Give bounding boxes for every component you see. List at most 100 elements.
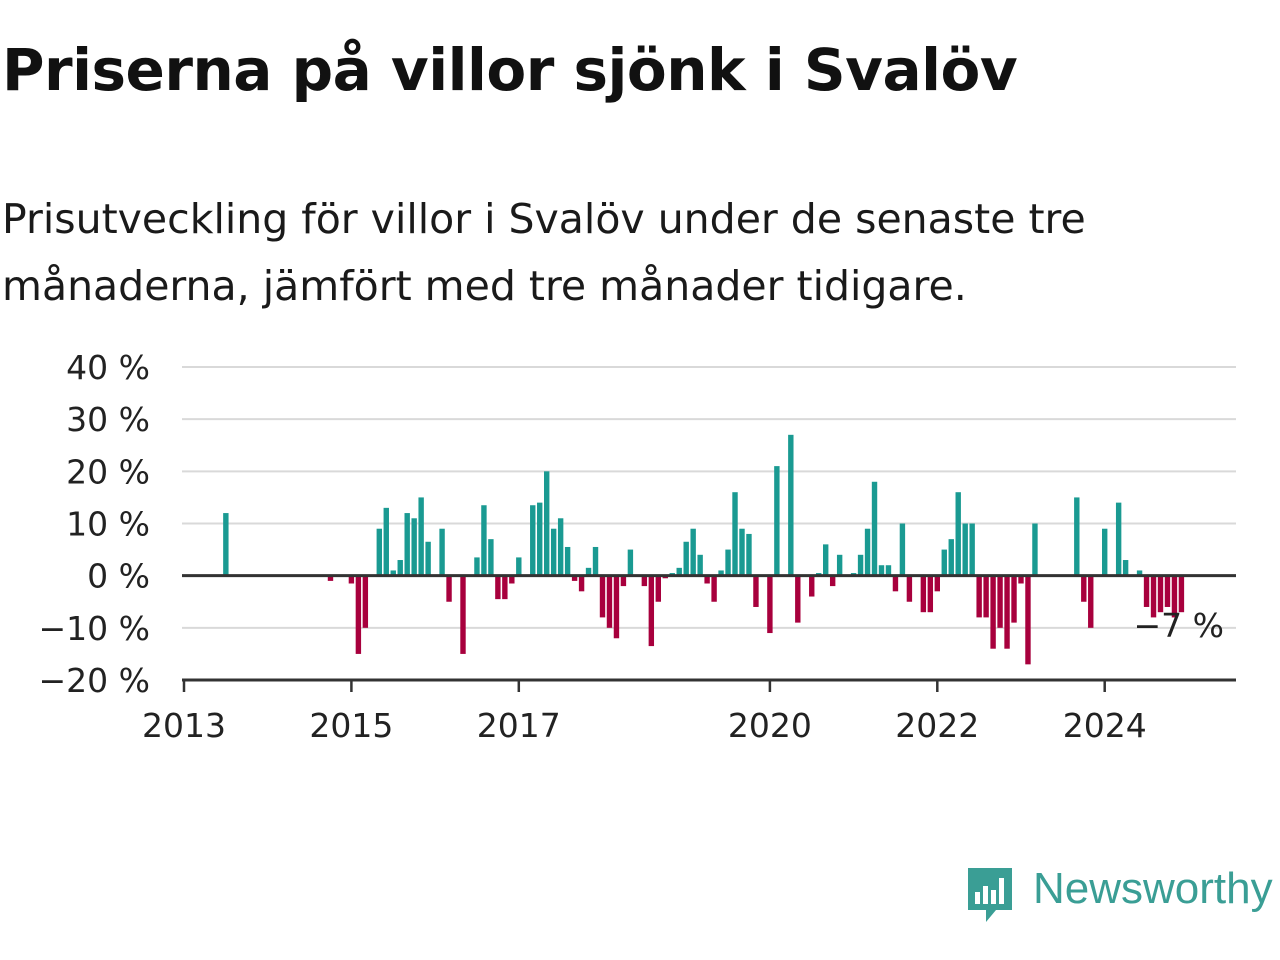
bar: [1032, 523, 1038, 576]
bar: [878, 565, 885, 576]
bar: [906, 575, 913, 602]
bar: [397, 560, 403, 576]
bar: [355, 575, 362, 654]
bar: [920, 575, 927, 613]
bar: [488, 539, 494, 576]
bar: [690, 528, 696, 576]
y-axis-ticks: 40 % 30 % 20 % 10 % 0 % −10 % −20 %: [39, 348, 151, 700]
bar: [495, 575, 501, 600]
x-tick-label: 2020: [728, 706, 812, 745]
bar: [718, 570, 724, 576]
bar: [809, 575, 815, 597]
bar: [746, 533, 752, 576]
bar: [620, 575, 627, 587]
bar: [585, 567, 592, 576]
bar: [857, 554, 864, 576]
x-axis-ticks: 2013 2015 2017 2020 2022 2024: [142, 680, 1147, 745]
bar: [1011, 575, 1017, 623]
bar: [557, 518, 564, 576]
bar: [1164, 575, 1171, 607]
bar: [962, 523, 968, 576]
gridlines: [182, 366, 1236, 629]
bar: [502, 575, 508, 600]
y-tick-label: 40 %: [66, 348, 150, 387]
last-value-label: −7 %: [1134, 606, 1225, 645]
bar: [599, 575, 606, 618]
bar: [376, 528, 382, 576]
bar: [969, 523, 975, 576]
bar: [537, 502, 543, 576]
bar: [627, 549, 634, 576]
bar: [725, 549, 731, 576]
bar: [704, 575, 710, 584]
bar: [439, 528, 445, 576]
bar: [1157, 575, 1164, 613]
bar: [460, 575, 466, 654]
brand-name: Newsworthy: [1033, 864, 1273, 913]
bar: [732, 492, 738, 576]
bar: [564, 546, 571, 576]
bar: [474, 557, 480, 576]
bar: [606, 575, 613, 628]
bar: [578, 575, 585, 592]
bar: [1018, 575, 1024, 584]
bar: [711, 575, 717, 602]
y-tick-label: 20 %: [66, 452, 150, 491]
bar: [774, 466, 780, 576]
bar: [1025, 575, 1031, 665]
bar: [1122, 560, 1129, 576]
bar: [823, 544, 829, 576]
bar: [411, 518, 417, 576]
x-tick-label: 2017: [477, 706, 561, 745]
x-tick-label: 2013: [142, 706, 226, 745]
bar: [885, 565, 892, 576]
bar: [767, 575, 773, 634]
bar: [976, 575, 982, 618]
bar: [955, 492, 961, 576]
y-tick-label: −20 %: [39, 661, 151, 700]
x-tick-label: 2022: [895, 706, 979, 745]
bar: [934, 575, 940, 592]
bar: [641, 575, 648, 587]
axes: [182, 574, 1236, 682]
bar: [739, 528, 745, 576]
bar: [348, 575, 355, 584]
bar: [676, 567, 682, 576]
bar: [404, 513, 410, 576]
bar: [1171, 575, 1178, 618]
chart-title: Priserna på villor sjönk i Svalöv: [2, 36, 1018, 104]
bar: [753, 575, 759, 607]
bar: [788, 434, 794, 576]
bar: [1102, 528, 1108, 576]
chart-subtitle: Prisutveckling för villor i Svalöv under…: [2, 195, 1086, 310]
bar-chart: 40 %30 %20 %10 %0 %−10 %−20 % 2013 2015 20…: [39, 348, 1236, 745]
bar: [390, 570, 396, 576]
chart-speech-bubble-icon: [968, 868, 1012, 922]
bar: [383, 507, 389, 576]
bar: [892, 575, 899, 592]
bar: [571, 575, 578, 581]
bar: [1074, 497, 1080, 576]
bar: [530, 505, 536, 576]
bar: [1088, 575, 1094, 628]
bar: [592, 546, 599, 576]
bar: [613, 575, 620, 639]
bar: [223, 513, 229, 576]
bar: [655, 575, 661, 602]
bar: [1115, 502, 1122, 576]
bar: [544, 471, 550, 576]
bar: [899, 523, 906, 576]
y-tick-label: −10 %: [39, 609, 151, 648]
bar: [425, 541, 431, 576]
bar: [990, 575, 996, 649]
bar: [327, 575, 334, 581]
bar: [683, 541, 689, 576]
bar: [362, 575, 369, 628]
y-tick-label: 30 %: [66, 400, 150, 439]
bars: [223, 434, 1185, 665]
x-tick-label: 2024: [1063, 706, 1147, 745]
bar: [1143, 575, 1150, 607]
bar: [516, 557, 522, 576]
bar: [997, 575, 1003, 628]
bar: [983, 575, 989, 618]
